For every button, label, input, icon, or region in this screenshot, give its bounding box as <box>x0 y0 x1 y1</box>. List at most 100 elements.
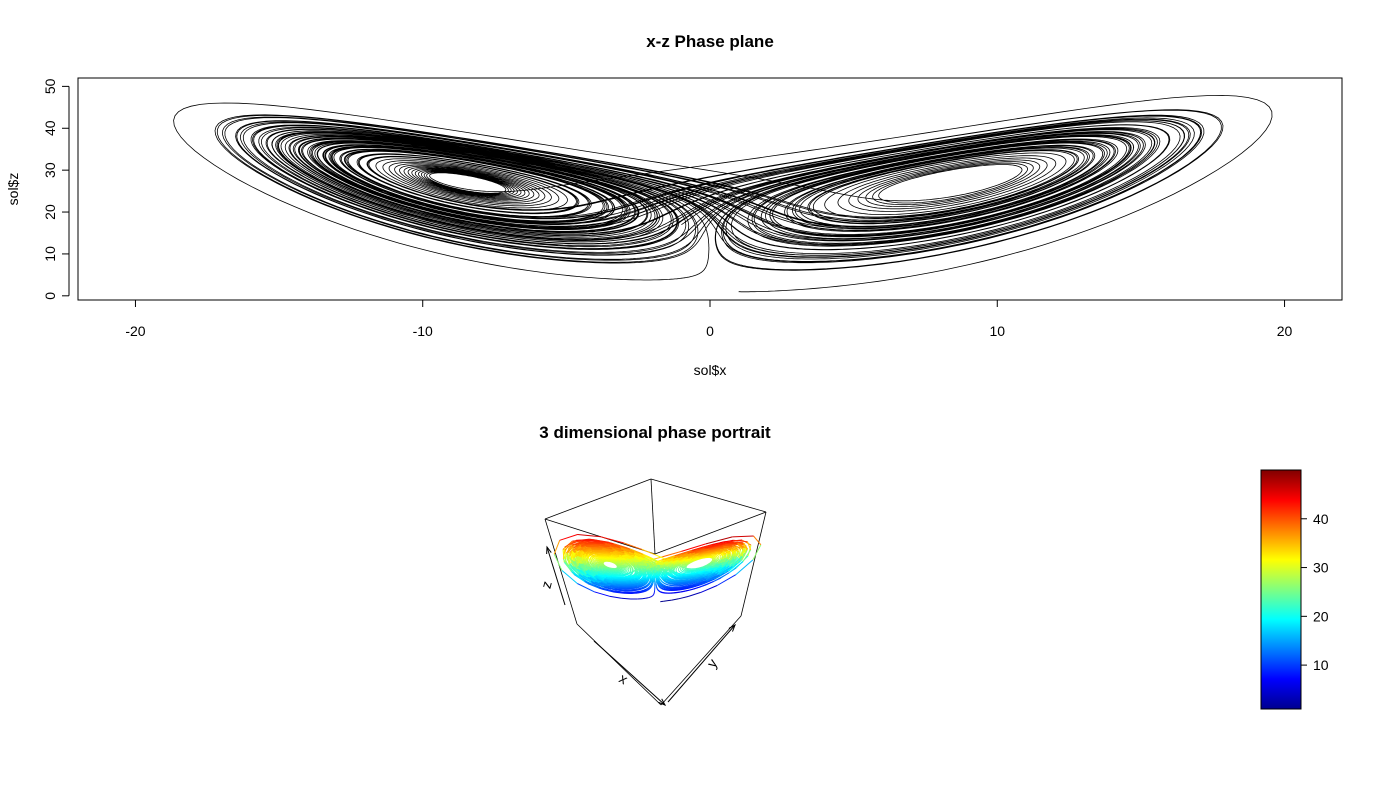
3d-trajectory-segment <box>661 592 663 593</box>
3d-trajectory-segment <box>624 569 625 571</box>
3d-trajectory-segment <box>630 589 636 590</box>
3d-trajectory-segment <box>625 567 626 569</box>
xz-y-tick-label: 0 <box>42 292 58 300</box>
3d-trajectory-segment <box>664 589 667 590</box>
3d-z-axis-label: z <box>538 579 555 590</box>
3d-trajectory-segment <box>641 573 642 575</box>
3d-trajectory-segment <box>681 570 682 571</box>
3d-trajectory-segment <box>677 577 681 578</box>
3d-trajectory-segment <box>651 596 652 597</box>
3d-box-edge <box>651 479 766 512</box>
3d-trajectory-segment <box>646 576 647 578</box>
3d-trajectory-segment <box>624 567 625 569</box>
3d-trajectory-segment <box>624 570 625 571</box>
3d-trajectory-segment <box>646 598 649 599</box>
3d-trajectory-segment <box>676 569 677 571</box>
3d-trajectory-segment <box>716 556 717 558</box>
3d-trajectory-segment <box>554 554 562 570</box>
xz-y-tick-label: 10 <box>42 246 58 262</box>
xz-x-tick-label: 20 <box>1277 323 1293 339</box>
3d-trajectory-segment <box>748 542 751 550</box>
3d-trajectory-segment <box>658 583 659 584</box>
3d-trajectory-segment <box>560 535 578 541</box>
3d-trajectory-segment <box>667 600 672 601</box>
3d-trajectory-segment <box>733 540 747 541</box>
xz-x-tick-label: -20 <box>125 323 145 339</box>
3d-trajectory-segment <box>726 554 727 558</box>
xz-trajectory <box>174 95 1272 291</box>
colorbar-tick-label: 20 <box>1313 608 1329 624</box>
xz-x-axis-label: sol$x <box>694 362 727 378</box>
xz-x-tick-label: 0 <box>706 323 714 339</box>
3d-trajectory-segment <box>639 570 640 573</box>
3d-trajectory-segment <box>753 545 761 560</box>
xz-y-tick-label: 50 <box>42 78 58 94</box>
3d-trajectory-segment <box>611 575 616 576</box>
3d-trajectory-segment <box>617 588 625 589</box>
3d-trajectory-segment <box>685 570 687 571</box>
3d-bounding-box <box>545 479 766 705</box>
3d-trajectory-segment <box>701 586 717 593</box>
phase-portrait-3d-chart: 3 dimensional phase portrait x y z 10203… <box>538 423 1329 709</box>
3d-trajectory-segment <box>633 568 634 570</box>
3d-trajectory-segment <box>658 589 659 590</box>
xz-trajectory-line <box>174 95 1272 291</box>
colorbar-tick-label: 30 <box>1313 560 1329 576</box>
3d-trajectory-segment <box>732 536 753 537</box>
3d-trajectory <box>554 535 761 602</box>
3d-trajectory-segment <box>678 570 679 572</box>
3d-trajectory-segment <box>684 569 685 570</box>
xz-y-axis-label: sol$z <box>5 173 21 206</box>
3d-trajectory-segment <box>590 559 591 563</box>
3d-trajectory-segment <box>652 595 653 596</box>
3d-trajectory-segment <box>626 582 631 583</box>
xz-y-tick-label: 40 <box>42 120 58 136</box>
3d-trajectory-segment <box>680 572 682 573</box>
3d-trajectory-segment <box>630 567 631 569</box>
3d-trajectory-segment <box>679 576 683 577</box>
3d-trajectory-segment <box>594 592 609 596</box>
3d-trajectory-segment <box>681 567 682 569</box>
3d-trajectory-segment <box>667 585 670 586</box>
3d-box-edge <box>545 479 651 519</box>
3d-box-edge <box>741 512 766 616</box>
3d-trajectory-segment <box>658 574 659 576</box>
3d-trajectory-segment <box>684 571 687 572</box>
3d-trajectory-segment <box>627 572 629 574</box>
3d-trajectory-segment <box>646 572 647 575</box>
3d-trajectory-segment <box>663 582 665 583</box>
xz-x-tick-label: 10 <box>989 323 1005 339</box>
3d-trajectory-segment <box>716 553 722 554</box>
3d-trajectory-segment <box>616 585 624 586</box>
3d-trajectory-segment <box>627 586 633 587</box>
3d-trajectory-segment <box>625 579 630 580</box>
3d-trajectory-segment <box>682 569 683 570</box>
3d-box-edge <box>651 479 655 554</box>
xz-chart-title: x-z Phase plane <box>646 32 774 51</box>
xz-y-tick-label: 30 <box>42 162 58 178</box>
3d-trajectory-segment <box>676 570 677 572</box>
3d-trajectory-segment <box>554 540 560 554</box>
3d-trajectory-segment <box>653 581 654 583</box>
3d-trajectory-segment <box>679 571 681 572</box>
xz-x-tick-label: -10 <box>413 323 433 339</box>
3d-box-edge <box>661 616 741 705</box>
3d-trajectory-segment <box>712 558 713 559</box>
3d-trajectory-segment <box>648 597 650 598</box>
3d-trajectory-segment <box>594 559 595 562</box>
3d-trajectory-segment <box>642 549 656 554</box>
3d-trajectory-segment <box>648 579 649 581</box>
3d-trajectory-segment <box>626 570 627 572</box>
3d-y-axis-arrow <box>668 625 735 702</box>
3d-trajectory-segment <box>645 571 646 574</box>
3d-trajectory-segment <box>651 585 652 586</box>
colorbar-tick-label: 40 <box>1313 511 1329 527</box>
3d-trajectory-segment <box>685 569 686 570</box>
3d-trajectory-segment <box>625 581 630 582</box>
xz-y-tick-label: 20 <box>42 204 58 220</box>
3d-trajectory-segment <box>621 575 625 576</box>
3d-trajectory-segment <box>626 566 627 568</box>
3d-trajectory-segment <box>688 592 701 596</box>
